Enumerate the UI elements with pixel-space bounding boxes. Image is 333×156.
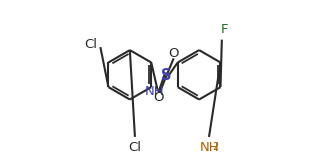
Text: Cl: Cl (84, 38, 97, 51)
Text: NH: NH (200, 141, 219, 154)
Text: 2: 2 (212, 142, 218, 152)
Text: O: O (153, 91, 164, 104)
Text: O: O (168, 47, 179, 60)
Text: S: S (161, 68, 172, 83)
Text: NH: NH (145, 85, 164, 98)
Text: Cl: Cl (129, 141, 142, 154)
Text: F: F (221, 23, 228, 36)
